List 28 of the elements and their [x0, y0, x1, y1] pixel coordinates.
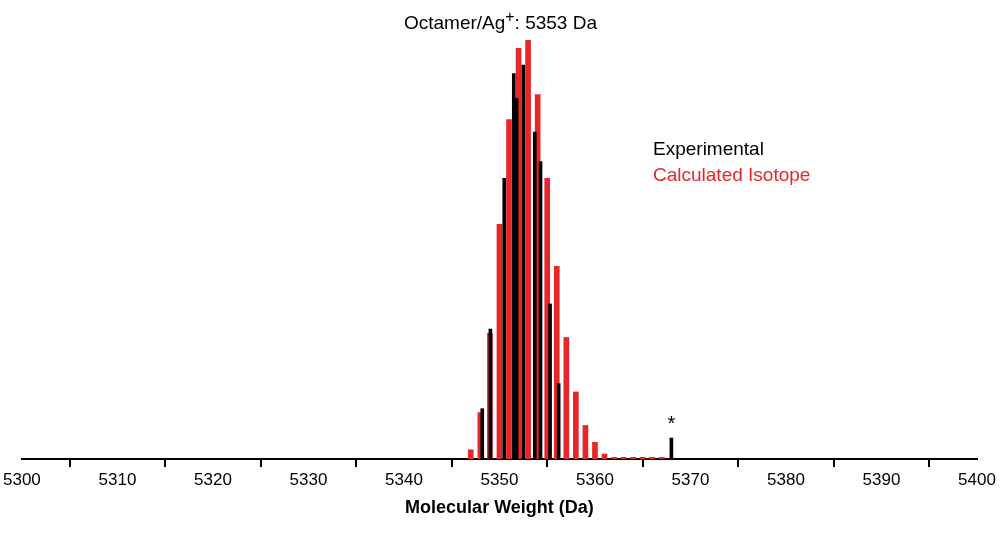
- x-tick-label: 5330: [289, 469, 328, 489]
- bar: [467, 449, 474, 459]
- x-tick-label: 5340: [385, 469, 423, 489]
- x-tick-label: 5370: [671, 469, 710, 489]
- x-tick-label: 5390: [862, 469, 901, 489]
- bar: [620, 456, 627, 459]
- text: Calculated Isotope: [653, 163, 811, 187]
- bar: [573, 391, 579, 459]
- x-axis-title: Molecular Weight (Da): [405, 497, 594, 518]
- text: Experimental: [653, 137, 765, 161]
- bar: [525, 40, 531, 459]
- x-tick-label: 5300: [3, 469, 41, 489]
- chart-title: Octamer/Ag$^{+}$: 5353 Da: [403, 8, 598, 35]
- x-tick-label: 5320: [194, 469, 232, 489]
- bar: [658, 456, 665, 459]
- annotation: *: [667, 411, 676, 434]
- x-tick-label: 5380: [767, 469, 805, 489]
- x-tick-label: 5360: [576, 469, 614, 489]
- bar: [639, 456, 646, 459]
- bar: [630, 456, 636, 459]
- x-tick-label: 5310: [98, 469, 137, 489]
- bar: [649, 456, 656, 459]
- bar: [563, 337, 570, 459]
- bar: [611, 456, 617, 459]
- bar: [592, 441, 598, 459]
- x-tick-label: 5400: [958, 469, 996, 489]
- bar: [506, 119, 512, 459]
- x-tick-label: 5350: [480, 469, 519, 489]
